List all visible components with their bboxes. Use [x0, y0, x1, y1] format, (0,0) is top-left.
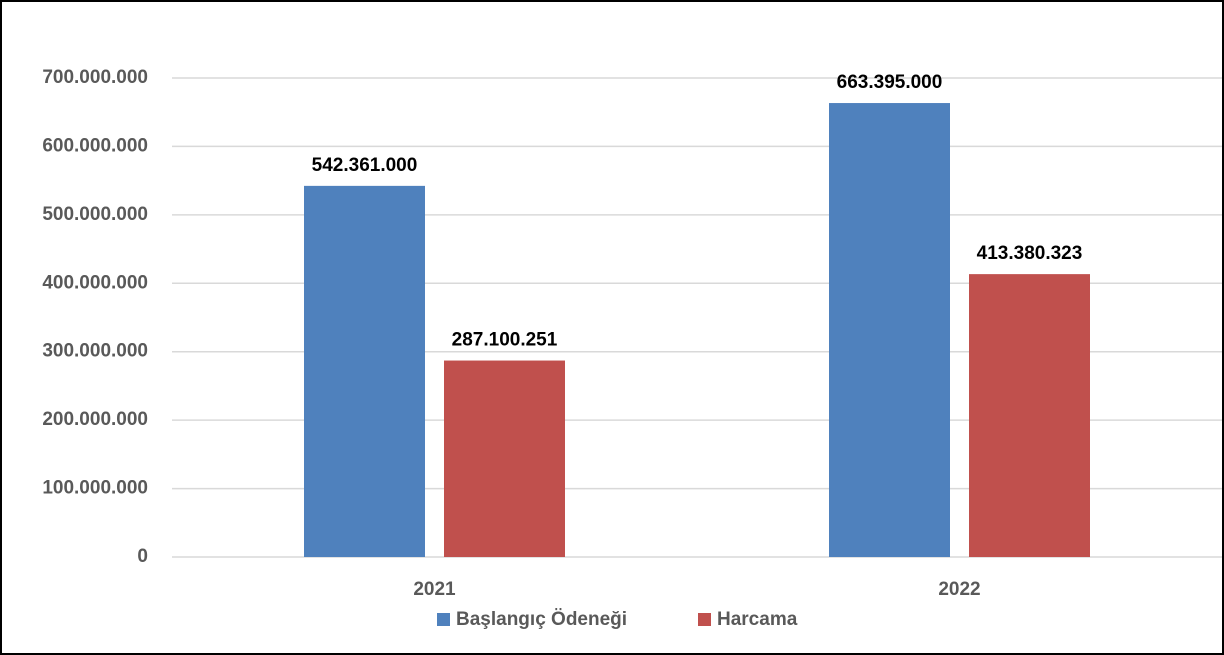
x-tick-label: 2021: [413, 579, 456, 600]
bar: [444, 360, 565, 557]
y-tick-label: 400.000.000: [42, 272, 148, 293]
legend-label: Harcama: [717, 609, 798, 630]
legend-swatch: [698, 613, 711, 626]
value-label: 413.380.323: [977, 243, 1083, 264]
legend-label: Başlangıç Ödeneği: [456, 609, 627, 630]
bar: [969, 274, 1090, 557]
legend-swatch: [437, 613, 450, 626]
value-label: 542.361.000: [312, 155, 418, 176]
bar: [829, 103, 950, 557]
y-tick-label: 500.000.000: [42, 204, 148, 225]
value-label: 287.100.251: [452, 330, 558, 351]
y-tick-label: 600.000.000: [42, 135, 148, 156]
value-label: 663.395.000: [837, 72, 943, 93]
y-tick-label: 300.000.000: [42, 341, 148, 362]
y-tick-label: 200.000.000: [42, 409, 148, 430]
x-tick-label: 2022: [938, 579, 980, 600]
y-tick-label: 0: [137, 546, 148, 567]
y-tick-label: 100.000.000: [42, 478, 148, 499]
bar: [304, 185, 425, 557]
y-tick-label: 700.000.000: [42, 67, 148, 88]
